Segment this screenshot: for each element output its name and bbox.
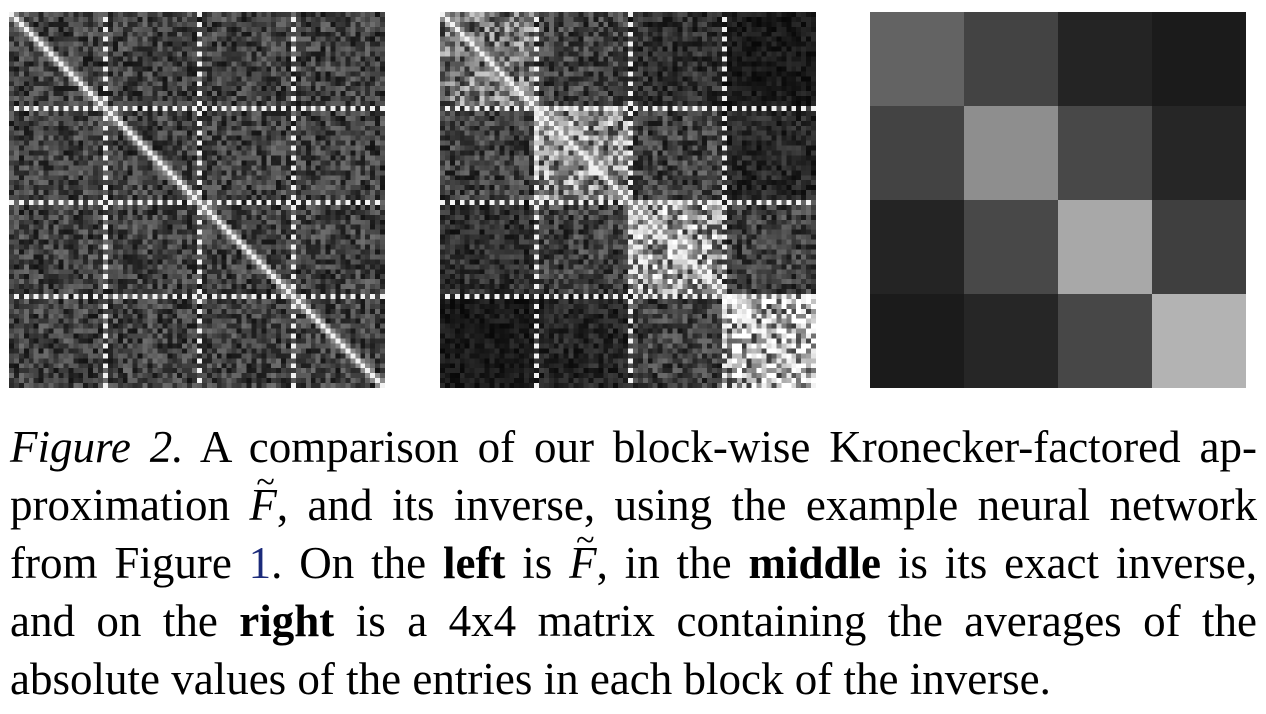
bold-middle-word: middle [748, 538, 881, 588]
caption-text: is a 4x4 matrix containing the averages … [355, 596, 1258, 646]
fisher-approximation-canvas [9, 12, 385, 388]
f-tilde-symbol: ~ F [249, 464, 277, 534]
caption-line-5: absolute values of the entries in each b… [10, 650, 1257, 708]
tilde-accent: ~ [256, 464, 275, 501]
caption-text: is [522, 538, 553, 588]
caption-line-2: proximation ~ F, and its inverse, using t… [10, 464, 1257, 534]
bold-right-word: right [239, 596, 335, 646]
f-symbol: F [569, 538, 597, 588]
exact-inverse-image [440, 12, 816, 388]
f-tilde-symbol: ~ F [569, 522, 597, 592]
caption-text: , and its inverse, using the example neu… [276, 480, 1257, 530]
caption-text: proximation [10, 480, 230, 530]
caption-label: Figure 2. [10, 422, 184, 472]
bold-left-word: left [442, 538, 506, 588]
figure-reference-link[interactable]: 1 [248, 538, 272, 588]
caption-line-1: Figure 2. A comparison of our block-wise… [10, 418, 1257, 476]
caption-text: A comparison of our block-wise Kronecker… [199, 422, 1257, 472]
caption-text: , in the [596, 538, 732, 588]
caption-text: and on the [10, 596, 218, 646]
f-symbol: F [249, 480, 277, 530]
caption-line-4: and on the right is a 4x4 matrix contain… [10, 592, 1257, 650]
caption-text: . On the [271, 538, 427, 588]
figure-caption: Figure 2. A comparison of our block-wise… [10, 418, 1257, 708]
caption-text: is its exact inverse, [897, 538, 1258, 588]
exact-inverse-canvas [440, 12, 816, 388]
block-average-matrix-canvas [870, 12, 1246, 388]
caption-text: from Figure [10, 538, 232, 588]
caption-line-3: from Figure 1. On the left is ~ F, in the… [10, 522, 1258, 592]
tilde-accent: ~ [576, 522, 595, 559]
block-average-matrix-image [870, 12, 1246, 388]
fisher-approximation-image [9, 12, 385, 388]
caption-text: absolute values of the entries in each b… [10, 654, 1051, 704]
